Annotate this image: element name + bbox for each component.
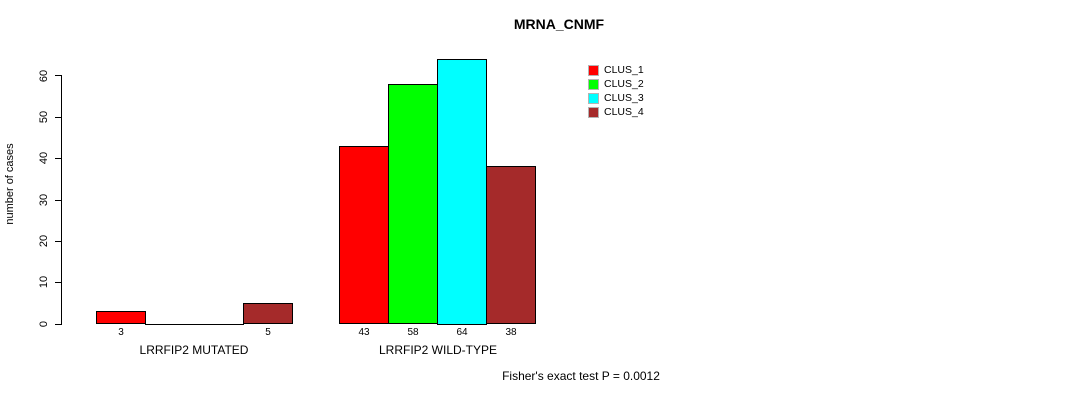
legend-swatch-clus-2 <box>588 78 599 90</box>
y-tick-label: 60 <box>38 69 50 82</box>
legend-item: CLUS_1 <box>588 63 644 77</box>
y-tick-label: 20 <box>38 234 50 247</box>
fisher-test-annotation: Fisher's exact test P = 0.0012 <box>502 369 660 383</box>
bar-value-label: 38 <box>505 327 517 338</box>
legend-item: CLUS_4 <box>588 105 644 119</box>
legend-swatch-clus-3 <box>588 92 599 104</box>
legend-label: CLUS_4 <box>604 105 644 118</box>
bar-clus-4-lrrfip2-mutated <box>243 302 293 325</box>
y-tick-label: 30 <box>38 193 50 206</box>
y-tick <box>55 117 62 118</box>
bar-value-label: 64 <box>456 327 468 338</box>
bar-clus-4-lrrfip2-wild-type <box>486 166 536 325</box>
y-tick <box>55 158 62 159</box>
legend-label: CLUS_1 <box>604 63 644 76</box>
bar-clus-2-lrrfip2-wild-type <box>388 83 438 325</box>
bar-clus-3-lrrfip2-wild-type <box>437 59 487 325</box>
y-tick-label: 0 <box>38 320 50 327</box>
y-tick <box>55 75 62 76</box>
bar-value-label: 5 <box>265 327 271 338</box>
y-tick-label: 50 <box>38 110 50 123</box>
bar-clus-1-lrrfip2-mutated <box>96 311 146 325</box>
category-label-lrrfip2-wild-type: LRRFIP2 WILD-TYPE <box>378 343 498 357</box>
y-tick <box>55 324 62 325</box>
legend-label: CLUS_3 <box>604 91 644 104</box>
bar-value-label: 58 <box>407 327 419 338</box>
y-tick-label: 10 <box>38 276 50 289</box>
legend-swatch-clus-4 <box>588 106 599 118</box>
y-tick <box>55 282 62 283</box>
bar-clus-2-lrrfip2-mutated-zero <box>145 324 195 325</box>
y-tick-label: 40 <box>38 152 50 165</box>
legend: CLUS_1 CLUS_2 CLUS_3 CLUS_4 <box>588 63 644 119</box>
bar-value-label: 3 <box>118 327 124 338</box>
y-axis-label: number of cases <box>4 143 16 225</box>
bar-clus-1-lrrfip2-wild-type <box>339 145 389 325</box>
category-label-lrrfip2-mutated: LRRFIP2 MUTATED <box>139 343 249 357</box>
bar-clus-3-lrrfip2-mutated-zero <box>194 324 244 325</box>
legend-item: CLUS_3 <box>588 91 644 105</box>
legend-item: CLUS_2 <box>588 77 644 91</box>
y-tick <box>55 241 62 242</box>
bar-value-label: 43 <box>358 327 370 338</box>
y-tick <box>55 200 62 201</box>
chart-title: MRNA_CNMF <box>513 16 605 32</box>
legend-swatch-clus-1 <box>588 64 599 76</box>
legend-label: CLUS_2 <box>604 77 644 90</box>
